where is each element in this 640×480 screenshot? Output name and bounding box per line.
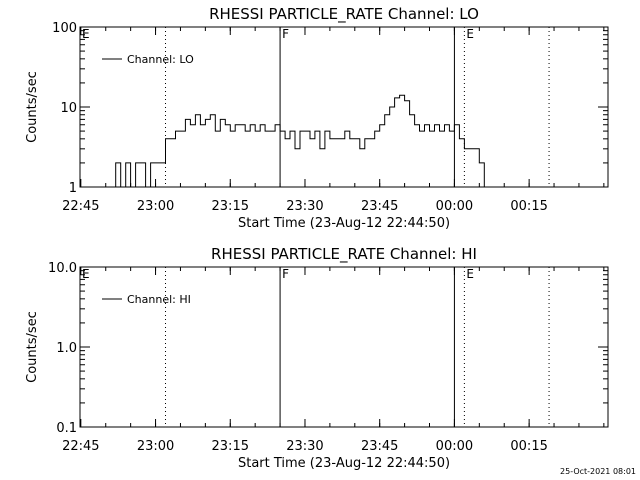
chart-panel-1: RHESSI PARTICLE_RATE Channel: LO Start Ti… (25, 5, 609, 231)
x-tick-label: 22:45 (62, 199, 99, 214)
x-axis-label: Start Time (23-Aug-12 22:44:50) (238, 456, 450, 471)
series-line-1 (95, 94, 500, 187)
event-marker-label: E (466, 267, 474, 281)
x-axis-label: Start Time (23-Aug-12 22:44:50) (238, 216, 450, 231)
footer-timestamp: 25-Oct-2021 08:01 (560, 467, 636, 476)
y-tick-label: 0.1 (56, 421, 77, 436)
x-tick-label: 00:00 (436, 199, 473, 214)
event-marker-label: E (82, 27, 90, 41)
event-marker-label: F (282, 27, 289, 41)
chart-title: RHESSI PARTICLE_RATE Channel: HI (211, 245, 477, 264)
x-tick-label: 22:45 (62, 439, 99, 454)
x-tick-label: 23:00 (137, 199, 174, 214)
x-tick-label: 00:15 (510, 439, 547, 454)
y-axis-label: Counts/sec (25, 311, 40, 383)
chart-title: RHESSI PARTICLE_RATE Channel: LO (209, 5, 479, 24)
x-tick-label: 23:45 (361, 199, 398, 214)
x-tick-label: 23:45 (361, 439, 398, 454)
x-tick-label: 00:00 (436, 439, 473, 454)
x-tick-label: 23:15 (212, 199, 249, 214)
legend-label: Channel: HI (127, 293, 191, 306)
x-tick-label: 23:30 (286, 199, 323, 214)
x-tick-label: 23:15 (212, 439, 249, 454)
event-marker-label: E (82, 267, 90, 281)
y-tick-label: 10 (60, 101, 77, 116)
chart-panel-2: RHESSI PARTICLE_RATE Channel: HI Start Ti… (25, 245, 609, 471)
event-marker-label: F (282, 267, 289, 281)
y-tick-label: 10.0 (48, 261, 77, 276)
x-tick-label: 23:30 (286, 439, 323, 454)
y-tick-label: 1.0 (56, 341, 77, 356)
y-tick-label: 1 (69, 181, 77, 196)
legend-label: Channel: LO (127, 53, 194, 66)
y-axis-label: Counts/sec (25, 71, 40, 143)
x-tick-label: 00:15 (510, 199, 547, 214)
event-marker-label: E (466, 27, 474, 41)
y-tick-label: 100 (52, 21, 77, 36)
x-tick-label: 23:00 (137, 439, 174, 454)
